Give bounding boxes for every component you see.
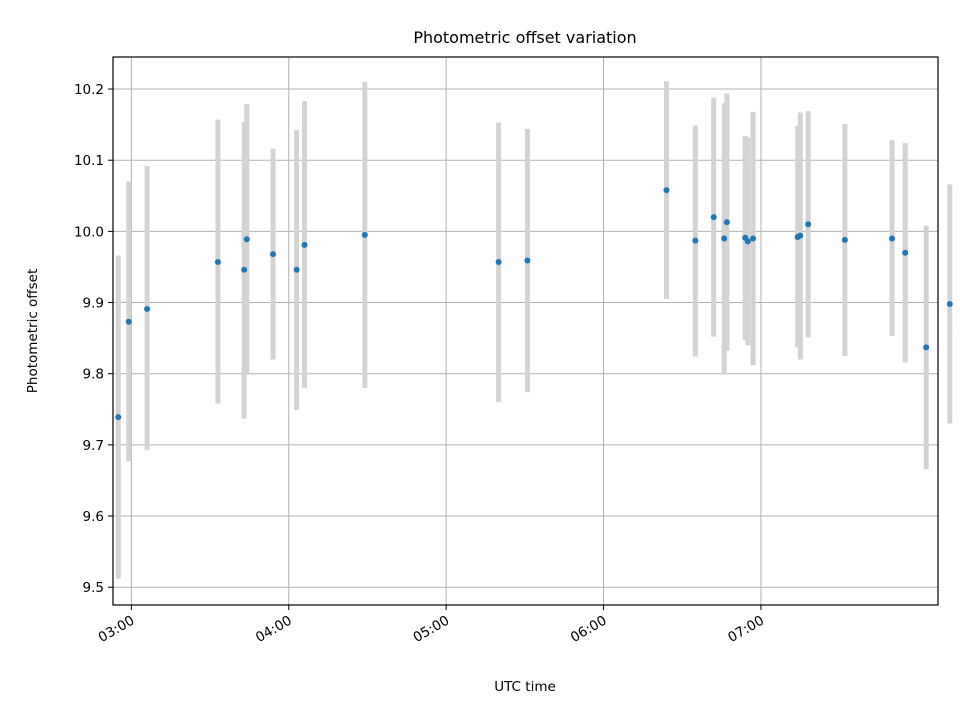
y-tick-label: 9.5 xyxy=(83,580,104,596)
data-point xyxy=(947,301,953,307)
data-point xyxy=(362,232,368,238)
data-point xyxy=(805,221,811,227)
data-point xyxy=(294,267,300,273)
x-axis-label: UTC time xyxy=(494,679,556,695)
data-point xyxy=(721,235,727,241)
data-point xyxy=(724,219,730,225)
data-point xyxy=(144,306,150,312)
y-tick-label: 9.9 xyxy=(83,296,104,312)
data-point xyxy=(745,238,751,244)
y-tick-label: 10.0 xyxy=(74,224,104,240)
data-point xyxy=(902,250,908,256)
data-point xyxy=(663,187,669,193)
data-point xyxy=(496,259,502,265)
y-tick-label: 9.8 xyxy=(83,367,104,383)
data-point xyxy=(797,233,803,239)
y-tick-label: 10.2 xyxy=(74,82,104,98)
data-point xyxy=(244,236,250,242)
y-tick-label: 9.6 xyxy=(83,509,104,525)
data-point xyxy=(692,238,698,244)
data-point xyxy=(750,235,756,241)
data-point xyxy=(215,259,221,265)
chart-title: Photometric offset variation xyxy=(413,28,636,47)
data-point xyxy=(126,319,132,325)
data-point xyxy=(842,237,848,243)
data-point xyxy=(923,344,929,350)
y-tick-label: 10.1 xyxy=(74,153,104,169)
y-axis-label: Photometric offset xyxy=(25,269,41,393)
y-tick-label: 9.7 xyxy=(83,438,104,454)
data-point xyxy=(301,242,307,248)
data-point xyxy=(270,251,276,257)
data-point xyxy=(889,235,895,241)
data-point xyxy=(241,267,247,273)
data-point xyxy=(115,414,121,420)
data-point xyxy=(524,258,530,264)
data-point xyxy=(711,214,717,220)
